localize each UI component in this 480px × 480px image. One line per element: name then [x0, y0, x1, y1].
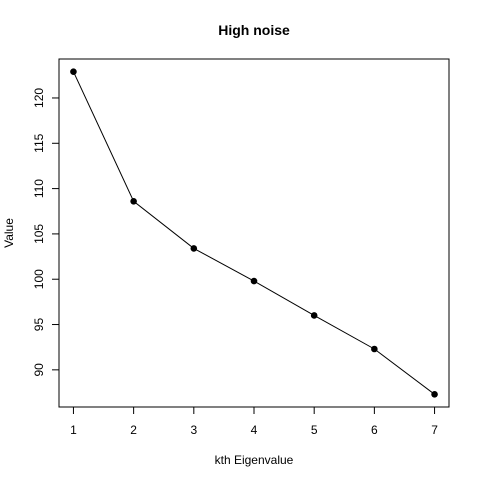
x-axis: 1 2 3 4 5 6 7 — [70, 407, 438, 437]
x-tick-label: 4 — [251, 423, 258, 437]
data-point — [371, 345, 378, 353]
y-tick-label: 115 — [32, 133, 46, 152]
y-tick-label: 90 — [32, 363, 46, 377]
x-tick-label: 3 — [190, 423, 197, 437]
data-point — [190, 245, 198, 252]
data-point — [250, 277, 258, 285]
data-point — [310, 312, 318, 319]
y-axis-label: Value — [2, 218, 16, 248]
x-tick-label: 7 — [431, 423, 438, 437]
data-point — [130, 197, 137, 205]
y-axis: 90 95 100 105 110 115 120 — [32, 88, 59, 377]
y-tick-label: 95 — [32, 318, 46, 332]
x-tick-label: 1 — [70, 423, 77, 437]
x-tick-label: 2 — [130, 423, 137, 437]
x-axis-label: kth Eigenvalue — [215, 453, 294, 467]
y-tick-label: 105 — [32, 224, 46, 244]
y-tick-label: 100 — [32, 269, 46, 289]
series-line — [72, 71, 435, 395]
chart-title: High noise — [218, 22, 290, 38]
x-tick-label: 5 — [311, 423, 318, 437]
y-tick-label: 120 — [32, 88, 46, 108]
data-points — [70, 68, 438, 398]
plot-frame — [58, 58, 450, 408]
data-point — [431, 391, 438, 398]
x-tick-label: 6 — [371, 423, 378, 437]
y-tick-label: 110 — [32, 179, 46, 198]
data-point — [70, 68, 77, 75]
